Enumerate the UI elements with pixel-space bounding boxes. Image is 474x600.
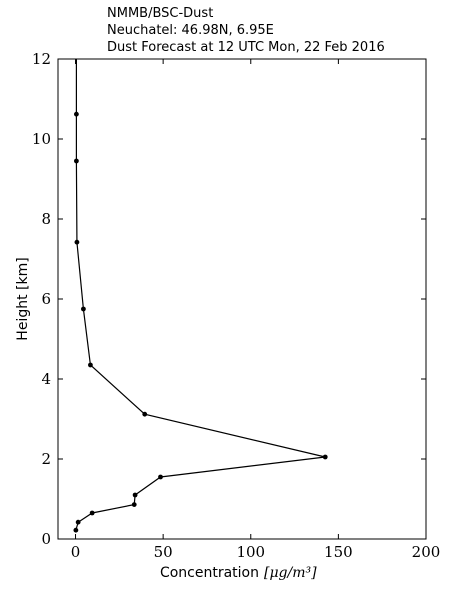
x-axis-label: Concentration bbox=[160, 565, 259, 581]
data-point bbox=[74, 111, 79, 117]
header-location: Neuchatel: 46.98N, 6.95E bbox=[107, 23, 274, 38]
data-point bbox=[74, 239, 80, 245]
data-point bbox=[73, 527, 79, 533]
y-tick-label: 0 bbox=[41, 530, 51, 548]
data-point bbox=[158, 474, 163, 480]
y-tick-label: 10 bbox=[32, 130, 51, 148]
data-point bbox=[74, 158, 79, 164]
data-point bbox=[88, 362, 93, 368]
plot-elements: 0 50 100 150 200 0 2 4 6 8 10 12 Concentration [μg/m³… bbox=[15, 50, 440, 581]
x-tick-label: 200 bbox=[412, 543, 441, 561]
y-tick-label: 12 bbox=[32, 50, 51, 68]
x-tick-label: 100 bbox=[236, 543, 265, 561]
x-tick-label: 50 bbox=[154, 543, 173, 561]
x-tick-label: 150 bbox=[324, 543, 353, 561]
data-point bbox=[131, 502, 137, 507]
x-tick-label: 0 bbox=[71, 543, 81, 561]
data-point bbox=[142, 411, 148, 417]
header-model: NMMB/BSC-Dust bbox=[107, 6, 214, 21]
x-axis-unit: [μg/m³] bbox=[264, 565, 317, 581]
data-point bbox=[132, 492, 138, 498]
y-tick-label: 8 bbox=[41, 210, 51, 228]
y-axis-label: Height [km] bbox=[15, 257, 31, 340]
data-point bbox=[322, 454, 328, 460]
data-point bbox=[75, 519, 81, 525]
data-point bbox=[81, 306, 86, 312]
header-forecast: Dust Forecast at 12 UTC Mon, 22 Feb 2016 bbox=[107, 40, 385, 55]
data-point bbox=[89, 510, 95, 516]
y-tick-label: 4 bbox=[41, 370, 51, 388]
series-line bbox=[75, 59, 326, 531]
y-tick-label: 2 bbox=[41, 450, 51, 468]
y-tick-label: 6 bbox=[41, 290, 51, 308]
